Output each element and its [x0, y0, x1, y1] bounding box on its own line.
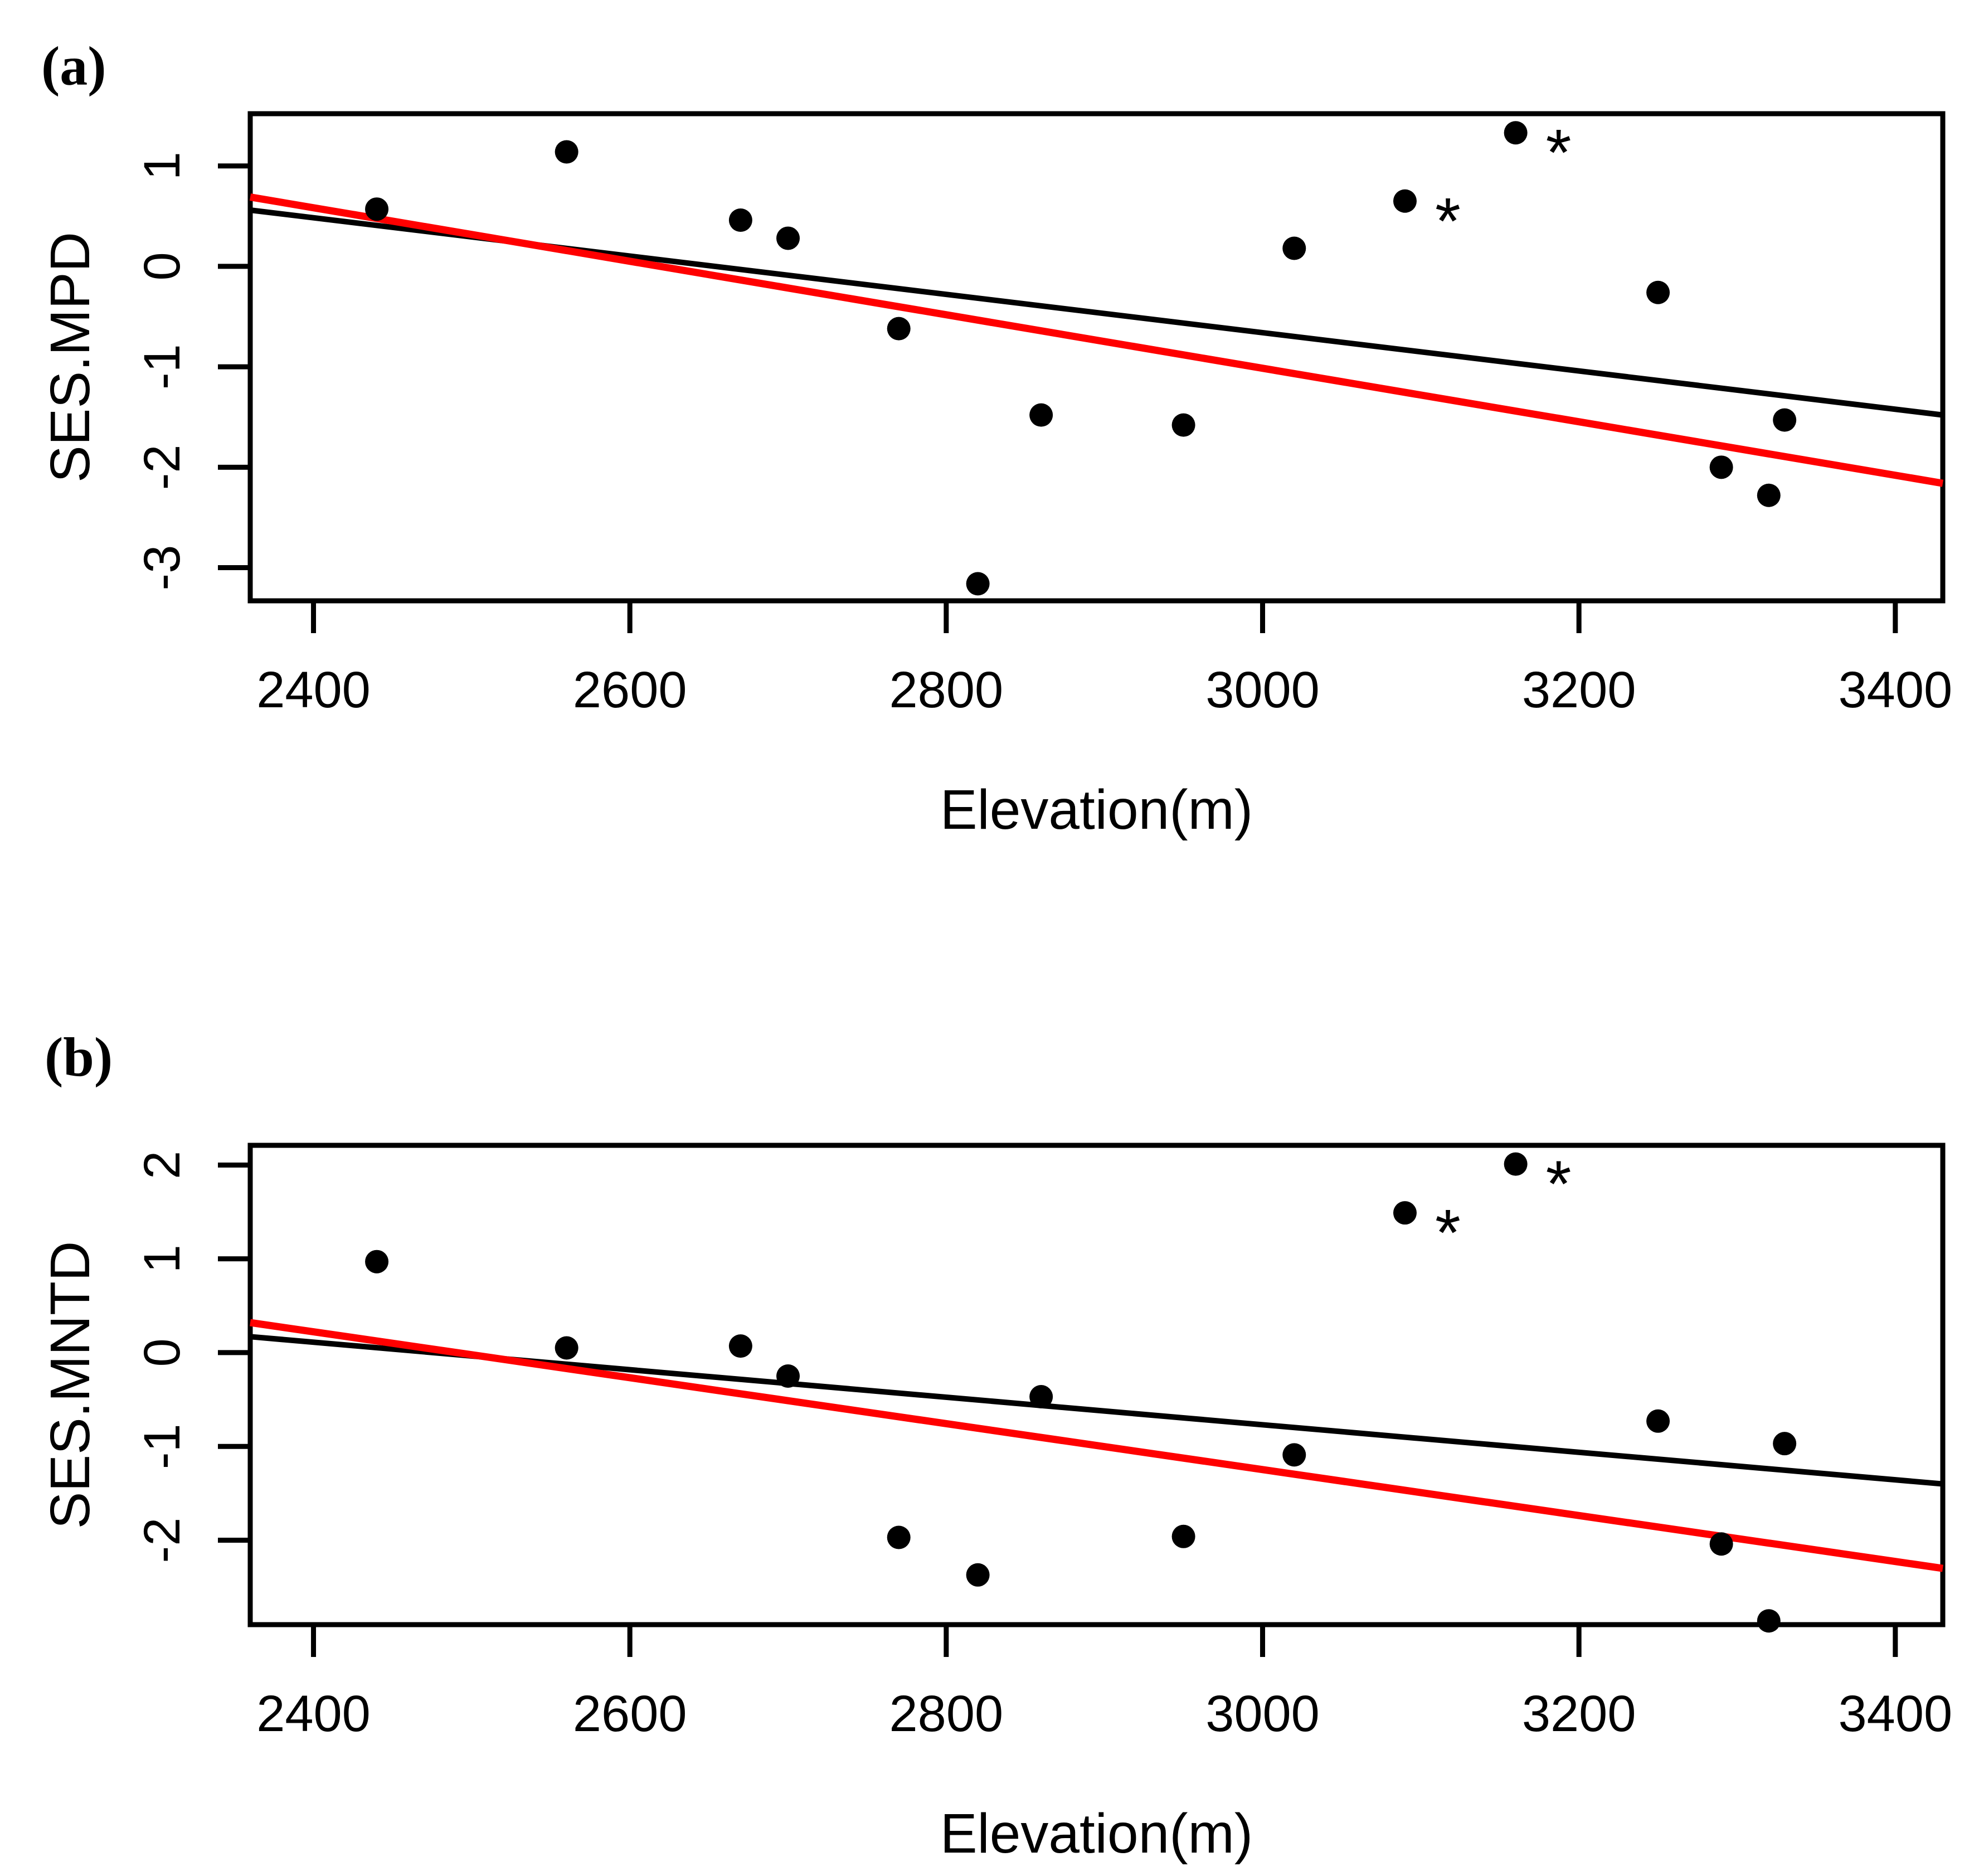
- y-tick-label: 2: [134, 1151, 191, 1179]
- data-point: [1393, 1201, 1417, 1225]
- plot-box: [247, 1143, 1946, 1627]
- x-tick-label: 2600: [573, 662, 687, 718]
- data-point: [966, 572, 990, 596]
- data-point: [1282, 1443, 1306, 1467]
- data-point: [1171, 1524, 1195, 1548]
- y-tick-label: -1: [134, 344, 191, 390]
- x-tick-label: 3400: [1839, 662, 1953, 718]
- x-axis-label: Elevation(m): [940, 779, 1253, 841]
- data-point: [1773, 1432, 1797, 1456]
- significance-asterisk: *: [1546, 1148, 1572, 1221]
- data-point: [1029, 1385, 1053, 1409]
- y-tick-label: 0: [134, 1338, 191, 1367]
- data-point: [1709, 455, 1733, 479]
- x-tick-label: 3200: [1522, 1685, 1636, 1742]
- data-point: [1029, 403, 1053, 427]
- data-point: [1646, 1409, 1670, 1433]
- panel-a: 2400 2600 2800 3000 3200 3400 1 0 -1 -2 -3 Elevatio…: [39, 35, 1952, 841]
- x-tick-label: 3000: [1205, 1685, 1320, 1742]
- data-point: [1504, 1152, 1528, 1176]
- significance-asterisk: *: [1546, 116, 1572, 189]
- y-tick-label: -1: [134, 1423, 191, 1469]
- data-point: [1282, 236, 1306, 260]
- data-point: [966, 1563, 990, 1587]
- x-tick-label: 3200: [1522, 662, 1636, 718]
- data-point: [1709, 1532, 1733, 1556]
- data-point: [1757, 1609, 1781, 1633]
- data-point: [555, 1336, 578, 1360]
- data-point: [365, 1250, 389, 1274]
- x-tick-label: 3000: [1205, 662, 1320, 718]
- data-point: [365, 197, 389, 221]
- data-point: [776, 1364, 800, 1388]
- data-point: [1646, 280, 1670, 304]
- x-tick-label: 2400: [256, 662, 371, 718]
- data-point: [1171, 413, 1195, 437]
- data-point: [887, 1525, 911, 1549]
- x-tick-label: 2800: [889, 1685, 1004, 1742]
- x-tick-label: 3400: [1839, 1685, 1953, 1742]
- y-tick-label: -2: [134, 1518, 191, 1563]
- y-axis-label: SES.MPD: [39, 232, 101, 483]
- data-point: [1393, 189, 1417, 213]
- data-point: [1504, 121, 1528, 145]
- panel-b: 2400 2600 2800 3000 3200 3400 2 1 0 -1 -2 Elevation…: [39, 1026, 1952, 1865]
- y-axis-label: SES.MNTD: [39, 1241, 101, 1529]
- data-point: [1757, 483, 1781, 507]
- data-point: [728, 1334, 752, 1358]
- panel-letter: (b): [45, 1026, 113, 1088]
- data-point: [728, 208, 752, 232]
- null-expectation-regression-line: [250, 1319, 1943, 1572]
- x-tick-label: 2800: [889, 662, 1004, 718]
- data-point: [887, 317, 911, 341]
- x-tick-label: 2400: [256, 1685, 371, 1742]
- data-point: [555, 140, 578, 164]
- x-tick-label: 2600: [573, 1685, 687, 1742]
- significance-asterisk: *: [1435, 184, 1461, 258]
- y-tick-label: 1: [134, 152, 191, 180]
- x-axis-label: Elevation(m): [940, 1802, 1253, 1865]
- y-tick-label: 0: [134, 252, 191, 280]
- y-tick-label: 1: [134, 1245, 191, 1273]
- null-expectation-regression-line: [249, 193, 1944, 487]
- y-tick-label: -2: [134, 444, 191, 490]
- data-point: [776, 226, 800, 250]
- y-tick-label: -3: [134, 545, 191, 591]
- panel-letter: (a): [41, 35, 106, 97]
- data-point: [1773, 408, 1797, 432]
- plot-box: [247, 111, 1946, 604]
- significance-asterisk: *: [1435, 1196, 1461, 1270]
